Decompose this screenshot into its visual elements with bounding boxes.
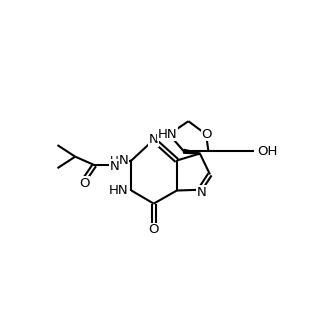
Text: N: N bbox=[197, 185, 206, 199]
Text: O: O bbox=[79, 177, 90, 190]
Text: H: H bbox=[110, 155, 119, 168]
Polygon shape bbox=[183, 149, 200, 154]
Text: O: O bbox=[202, 128, 212, 141]
Text: N: N bbox=[118, 154, 128, 167]
Text: O: O bbox=[148, 223, 159, 236]
Text: OH: OH bbox=[257, 145, 277, 158]
Text: HN: HN bbox=[158, 128, 178, 141]
Text: N: N bbox=[110, 160, 119, 173]
Text: N: N bbox=[149, 133, 159, 146]
Text: HN: HN bbox=[109, 184, 128, 197]
